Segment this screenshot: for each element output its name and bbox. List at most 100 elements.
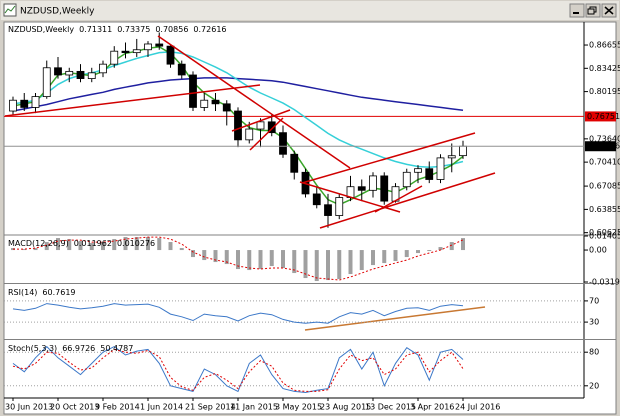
macd-bar [146,237,150,251]
candle-body [121,50,130,54]
candle-body [76,70,85,79]
macd-bar [404,250,409,258]
header-value: 0.72616 [193,25,226,34]
macd-bar [157,238,162,251]
macd-bar [67,239,72,251]
macd-bar [416,250,420,254]
x-tick-label: 30 Jun 2013 [5,403,53,412]
candle-body [31,96,40,108]
x-tick-label: 3 May 2015 [275,403,322,412]
x-tick-label: 21 Sep 2014 [185,403,236,412]
title-bar [1,1,619,20]
x-tick-label: 20 Oct 2013 [50,403,99,412]
candle-body [54,67,62,76]
header-value: 60.7619 [42,288,75,297]
macd-bar [213,250,218,263]
macd-bar [314,250,319,282]
macd-bar [461,238,465,251]
candle-body [99,63,107,74]
macd-bar [33,248,38,251]
candle-body [245,128,254,141]
macd-bar [224,250,229,265]
minimize-button[interactable] [569,3,585,18]
candle-body [177,63,186,76]
y-tick-label: 80 [589,348,599,357]
y-tick-label: 0.86655 [589,41,620,50]
macd-bar [281,250,285,269]
candle-body [369,175,377,191]
y-tick-label: 30 [589,318,599,327]
close-button[interactable] [601,3,617,18]
macd-bar [56,238,60,251]
x-tick-label: 13 Dec 2015 [365,403,416,412]
price-label: 0.76751 [587,112,620,121]
candle-body [279,132,287,155]
panel-header: Stoch(5,3,3) 66.9726 50.4787 [8,344,133,353]
macd-bar [337,250,342,280]
rsi-trend-line [304,306,486,331]
candle-body [436,157,445,180]
macd-bar [236,250,240,270]
header-value: 0.010276 [117,239,155,248]
oscillator-line [12,348,464,392]
macd-bar [101,242,105,251]
macd-bar [89,243,94,251]
restore-button[interactable] [585,3,601,18]
candle-body [267,121,276,134]
candle-body [20,99,29,108]
window-title: NZDUSD,Weekly [20,7,95,17]
candle-body [65,70,74,76]
candle-body [211,99,220,105]
current-price-label: 0.72616 [587,142,620,151]
macd-bar [292,250,297,274]
candle-body [357,186,366,191]
window-icon [3,3,17,17]
macd-bar [202,250,207,261]
x-tick-label: 9 Feb 2014 [95,403,140,412]
candle-body [132,49,141,54]
panel-header: MACD(12,26,9) 0.011962 0.010276 [8,239,155,248]
candle-body [200,99,209,108]
header-title: RSI(14) [8,288,37,297]
current-price-box [585,141,616,152]
x-tick-label: 1 Jun 2014 [140,403,183,412]
macd-bar [22,249,27,251]
macd-bar [393,250,398,262]
y-tick-label: 0.67085 [589,182,620,191]
header-title: NZDUSD,Weekly [8,25,74,34]
macd-bar [123,237,128,251]
macd-bar [258,250,263,270]
candle-body [166,45,175,65]
candle-body [324,204,332,216]
macd-bar [78,241,83,251]
y-tick-label: 0.63855 [589,205,620,214]
macd-bar [371,250,375,266]
macd-bar [359,250,364,271]
macd-bar [427,250,432,252]
candle-body [155,43,164,47]
price-label-box [585,111,616,122]
candle-body [414,168,422,173]
macd-bar [134,237,139,251]
header-title: Stoch(5,3,3) [8,344,57,353]
panel-header: RSI(14) 60.7619 [8,288,76,297]
macd-bar [247,250,252,271]
y-tick-label: 70 [589,296,599,305]
header-value: 0.011962 [74,239,112,248]
macd-bar [303,250,308,279]
candle-body [290,153,299,173]
macd-bar [326,250,330,281]
chart-area [3,21,617,415]
candle-body [222,103,231,112]
y-tick-label: -0.031957 [589,278,620,287]
y-tick-label: 0.83425 [589,64,620,73]
y-tick-label: 0.73640 [589,134,620,143]
candle-body [459,145,467,157]
candle-body [312,193,321,206]
candle-body [110,50,119,65]
candle-body [256,121,265,130]
y-tick-label: 0.60625 [589,228,620,237]
oscillator-line [12,303,464,324]
x-tick-label: 24 Jul 2016 [455,403,500,412]
y-tick-label: 0.80195 [589,87,620,96]
